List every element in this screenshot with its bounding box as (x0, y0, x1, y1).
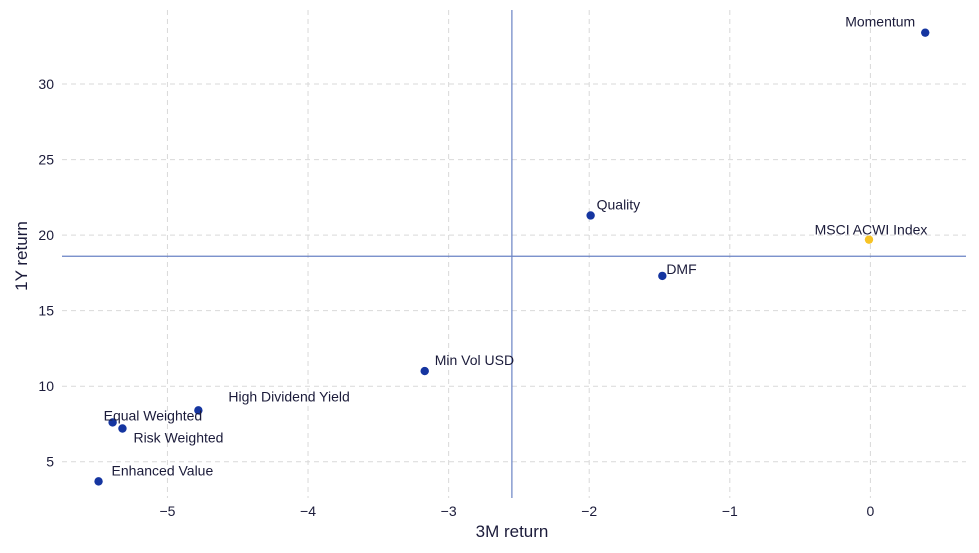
data-point (586, 211, 595, 220)
y-tick-label: 25 (38, 152, 54, 168)
data-point (194, 406, 203, 415)
y-tick-label: 30 (38, 76, 54, 92)
reference-lines (62, 10, 966, 498)
data-point (94, 477, 103, 486)
point-label: Equal Weighted (104, 407, 203, 423)
data-point (921, 28, 930, 37)
grid (62, 10, 966, 498)
x-axis-title: 3M return (476, 522, 549, 541)
data-point (420, 366, 429, 376)
point-labels: Momentum Quality MSCI ACWI Index DMF Min Vol… (104, 14, 928, 479)
y-axis-title: 1Y return (12, 221, 31, 291)
point-label: DMF (666, 261, 696, 277)
data-point (658, 271, 667, 281)
x-tick-label: −2 (581, 503, 597, 519)
data-point (118, 424, 127, 433)
point-label: Enhanced Value (112, 462, 214, 478)
x-axis-ticks: −5 −4 −3 −2 −1 0 (159, 503, 874, 519)
y-tick-label: 15 (38, 303, 54, 319)
data-points (94, 28, 930, 486)
point-label: Momentum (845, 14, 915, 30)
y-tick-label: 20 (38, 227, 54, 243)
x-tick-label: −5 (159, 503, 175, 519)
y-tick-label: 10 (38, 378, 54, 394)
data-point (108, 418, 117, 427)
point-label: High Dividend Yield (228, 388, 349, 404)
point-label: Quality (597, 196, 641, 212)
x-tick-label: 0 (866, 503, 874, 519)
x-tick-label: −1 (722, 503, 738, 519)
point-label: Min Vol USD (435, 352, 514, 368)
point-label: MSCI ACWI Index (815, 222, 928, 238)
x-tick-label: −3 (441, 503, 457, 519)
x-tick-label: −4 (300, 503, 316, 519)
point-label: Risk Weighted (133, 430, 223, 446)
y-axis-ticks: 5 10 15 20 25 30 (38, 76, 54, 470)
y-tick-label: 5 (46, 454, 54, 470)
data-point (864, 235, 874, 244)
